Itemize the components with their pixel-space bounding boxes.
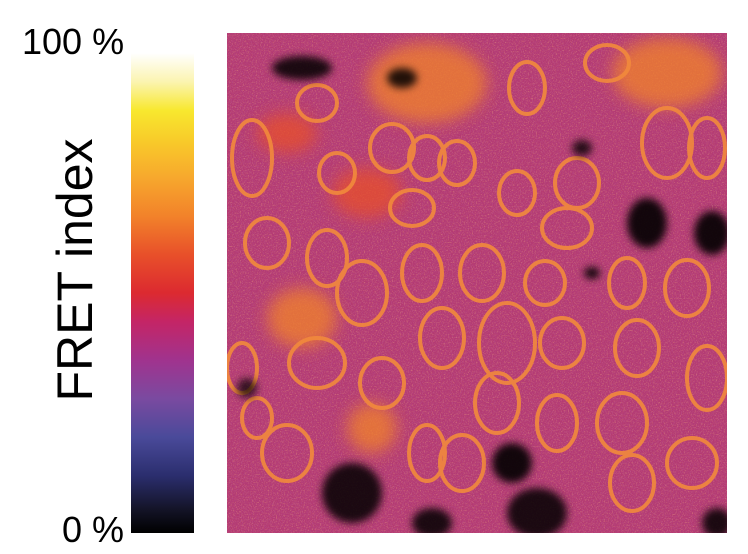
colorbar-max-label: 100 % [22, 21, 125, 62]
fret-image-svg [227, 33, 727, 533]
fret-colorbar [131, 53, 194, 533]
fret-microscopy-image [227, 33, 727, 533]
cell-nucleus-outlines [227, 43, 727, 513]
colorbar-min-label: 0 % [62, 509, 125, 550]
bright-cell-regions [257, 38, 722, 453]
dark-low-fret-regions [237, 56, 727, 533]
colorbar-title: FRET index [47, 138, 103, 402]
